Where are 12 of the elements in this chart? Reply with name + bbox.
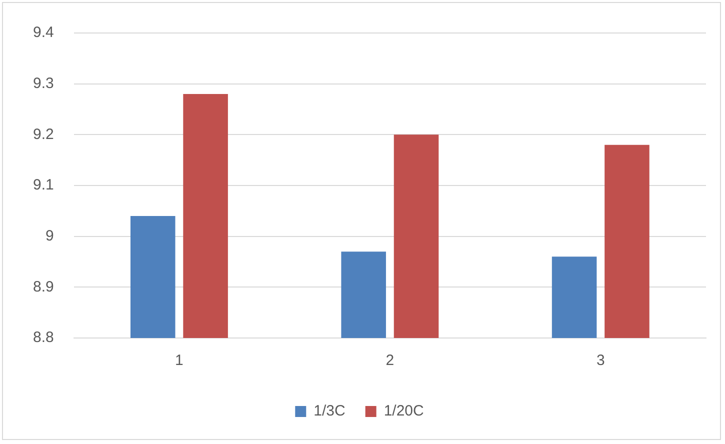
y-tick-label: 9.2 [32,126,54,143]
x-tick-label: 3 [596,352,605,370]
legend-label: 1/20C [384,402,424,420]
y-tick-label: 8.9 [32,278,54,296]
y-tick-label: 9.4 [32,24,54,42]
x-tick-label: 1 [175,352,184,370]
legend-label: 1/3C [314,402,346,420]
y-tick-label: 9 [46,227,54,244]
y-tick-label: 9.3 [32,74,54,92]
y-tick-label: 8.8 [32,329,54,346]
x-tick-label: 2 [386,352,394,370]
y-tick-label: 9.1 [32,176,54,194]
